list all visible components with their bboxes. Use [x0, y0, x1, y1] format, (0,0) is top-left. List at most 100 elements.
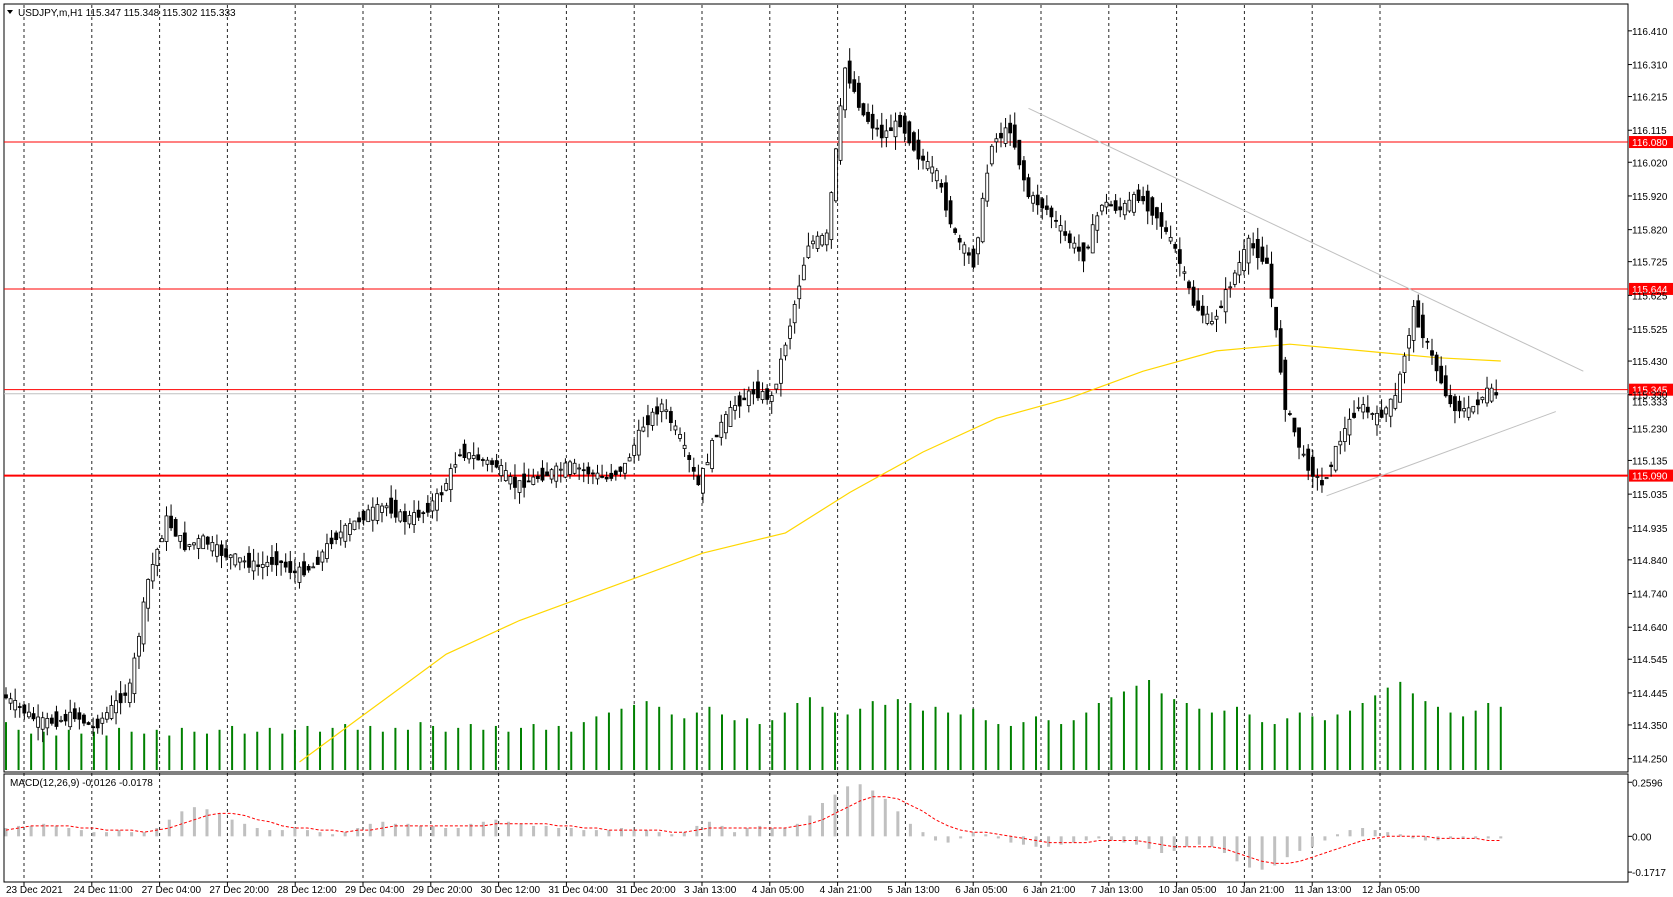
candle-body: [228, 554, 233, 559]
candle-body: [714, 434, 719, 438]
candle-body: [416, 509, 421, 518]
candle-body: [1333, 445, 1338, 471]
candle-body: [1434, 354, 1439, 372]
y-tick-label: 114.350: [1632, 721, 1668, 732]
candle-body: [1072, 242, 1077, 249]
level-tag: 116.080: [1629, 136, 1673, 149]
candle-body: [1187, 281, 1191, 289]
candle-body: [1338, 440, 1343, 446]
candle-body: [480, 459, 485, 461]
candle-body: [1026, 177, 1031, 198]
candle-body: [710, 440, 715, 469]
candle-body: [618, 466, 623, 472]
candle-body: [838, 105, 843, 161]
candle-body: [1141, 196, 1146, 202]
candle-body: [503, 470, 508, 481]
candle-body: [237, 557, 242, 563]
candle-body: [389, 497, 394, 514]
candle-body: [572, 462, 577, 474]
candle-body: [705, 462, 710, 466]
y-tick-label: 115.135: [1632, 456, 1668, 467]
y-tick-label: 114.640: [1632, 623, 1668, 634]
candle-body: [623, 462, 627, 474]
candle-body: [196, 538, 201, 549]
candle-body: [1278, 328, 1283, 373]
candle-body: [471, 455, 476, 459]
candle-body: [627, 457, 632, 462]
candle-body: [1022, 160, 1026, 181]
candle-body: [430, 500, 435, 512]
symbol-header: USDJPY,m,H1 115.347 115.348 115.302 115.…: [18, 8, 236, 19]
candle-body: [45, 718, 50, 729]
candle-body: [141, 601, 146, 645]
candle-body: [462, 443, 467, 459]
trendlines[interactable]: [1028, 107, 1584, 497]
candle-body: [1310, 456, 1315, 477]
candle-body: [1242, 249, 1246, 272]
candle-body: [1136, 189, 1141, 202]
candle-body: [723, 414, 728, 434]
candle-body: [1255, 238, 1260, 259]
candle-body: [792, 303, 797, 324]
candle-body: [435, 493, 439, 511]
candle-body: [82, 714, 86, 724]
x-tick-label: 29 Dec 20:00: [413, 885, 473, 896]
candle-body: [146, 579, 151, 609]
candle-body: [1145, 190, 1150, 212]
y-tick-label: 116.310: [1632, 61, 1668, 72]
collapse-triangle-icon[interactable]: [7, 10, 13, 14]
candle-body: [499, 465, 504, 477]
candle-body: [1265, 257, 1269, 264]
candle-body: [270, 556, 274, 565]
candle-body: [1301, 453, 1306, 456]
candle-body: [1443, 375, 1448, 397]
candle-body: [182, 532, 187, 551]
candle-body: [17, 706, 22, 708]
candle-body: [1182, 271, 1187, 274]
candle-body: [581, 469, 586, 472]
candle-body: [4, 694, 8, 699]
candle-body: [1420, 314, 1425, 339]
candle-body: [558, 468, 563, 471]
candle-body: [953, 228, 958, 233]
candle-body: [118, 693, 123, 704]
candle-body: [1457, 400, 1462, 412]
candle-body: [1219, 305, 1223, 308]
candle-body: [613, 470, 618, 475]
candle-body: [8, 698, 13, 704]
candle-body: [68, 711, 73, 728]
candle-body: [591, 472, 595, 475]
candle-body: [274, 551, 279, 566]
y-tick-label: 115.725: [1632, 258, 1668, 269]
candle-body: [797, 285, 802, 300]
candle-body: [1164, 227, 1168, 232]
candle-body: [54, 711, 59, 727]
candle-body: [678, 434, 682, 439]
candle-body: [989, 145, 994, 165]
candle-body: [100, 717, 105, 724]
candle-body: [1017, 139, 1022, 166]
y-tick-label: 115.525: [1632, 325, 1668, 336]
horizontal-levels[interactable]: 116.080 115.644 115.345 115.090 115.333: [4, 136, 1673, 483]
candle-body: [448, 468, 453, 490]
macd-panel-frame: [3, 773, 1629, 883]
candle-body: [210, 542, 215, 552]
candle-body: [540, 467, 545, 481]
candle-body: [260, 564, 265, 568]
candle-body: [325, 543, 329, 559]
candle-body: [1159, 212, 1164, 227]
candle-body: [1205, 313, 1210, 324]
candle-body: [1109, 204, 1113, 207]
candle-body: [22, 704, 27, 714]
candle-body: [522, 473, 527, 488]
level-tag-bg: [1629, 383, 1673, 396]
candle-body: [283, 561, 288, 568]
candle-body: [1168, 237, 1173, 242]
y-tick-label: 114.840: [1632, 556, 1668, 567]
candle-body: [132, 657, 137, 695]
candle-body: [806, 245, 811, 258]
candle-body: [439, 492, 444, 496]
candle-body: [971, 248, 976, 268]
